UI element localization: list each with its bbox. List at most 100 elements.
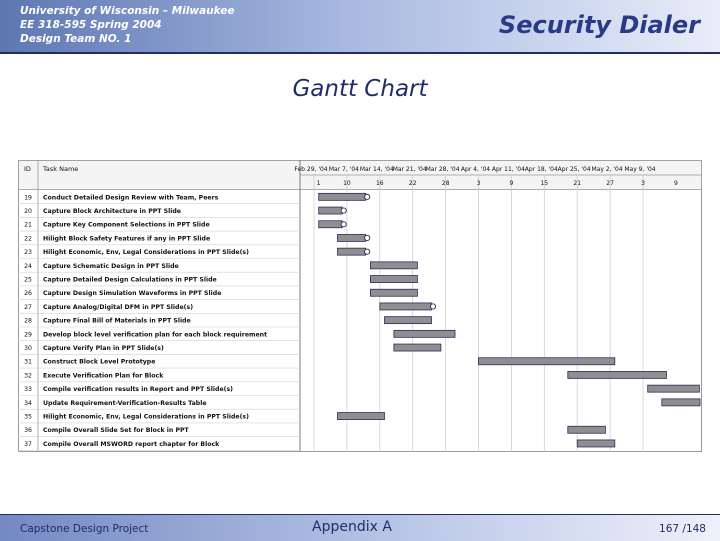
university-name: University of Wisconsin – Milwaukee xyxy=(20,5,235,17)
task-id: 20 xyxy=(24,208,32,215)
course-name: EE 318-595 Spring 2004 xyxy=(20,19,162,31)
bottom-scale-label: 22 xyxy=(409,180,417,187)
task-bar xyxy=(337,234,367,242)
task-id: 37 xyxy=(24,441,32,448)
task-id: 22 xyxy=(24,235,32,242)
task-bar xyxy=(661,398,701,407)
top-scale-label: Mar 7, '04 xyxy=(329,166,359,173)
task-progress-marker xyxy=(429,303,437,310)
task-name: Update Requirement-Verification-Results … xyxy=(43,400,207,407)
task-id: 28 xyxy=(24,318,32,325)
top-scale-label: Feb 29, '04 xyxy=(294,166,327,173)
task-id: 31 xyxy=(24,359,32,366)
bottom-scale-label: 3 xyxy=(477,180,481,187)
task-id: 33 xyxy=(24,386,32,393)
task-id: 32 xyxy=(24,372,32,379)
task-name: Capture Analog/Digital DFM in PPT Slide(… xyxy=(43,304,193,311)
bottom-scale-label: 1 xyxy=(317,180,321,187)
header-info: University of Wisconsin – Milwaukee EE 3… xyxy=(20,4,235,46)
task-progress-marker xyxy=(340,207,347,214)
task-bar xyxy=(337,247,367,256)
top-scale-label: May 9, '04 xyxy=(624,166,655,173)
project-title: Security Dialer xyxy=(498,11,700,39)
footer-project-label: Capstone Design Project xyxy=(20,523,149,535)
task-name: Capture Schematic Design in PPT Slide xyxy=(43,263,179,270)
team-name: Design Team NO. 1 xyxy=(20,33,132,45)
task-bar xyxy=(393,343,442,352)
task-progress-marker xyxy=(340,221,347,228)
task-id: 23 xyxy=(24,249,32,256)
top-scale-label: Apr 4, '04 xyxy=(461,166,490,173)
bottom-scale-label: 27 xyxy=(606,180,614,187)
task-name: Capture Design Simulation Waveforms in P… xyxy=(43,290,221,297)
task-name: Capture Verify Plan in PPT Slide(s) xyxy=(43,345,164,352)
bottom-scale-label: 15 xyxy=(540,180,548,187)
top-scale-label: May 2, '04 xyxy=(591,166,622,173)
task-name: Compile verification results in Report a… xyxy=(43,386,233,393)
top-scale-label: Mar 28, '04 xyxy=(426,166,460,173)
task-name: Capture Final Bill of Materials in PPT S… xyxy=(43,318,191,325)
bottom-scale-label: 3 xyxy=(641,180,645,187)
task-id: 25 xyxy=(24,276,32,283)
task-bar xyxy=(478,357,616,366)
task-name: Compile Overall MSWORD report chapter fo… xyxy=(43,441,220,448)
task-id: 29 xyxy=(24,331,32,338)
task-id: 34 xyxy=(24,400,32,407)
task-id: 26 xyxy=(24,290,32,297)
slide-footer: Capstone Design Project Appendix A 167 /… xyxy=(0,514,720,541)
task-id: 27 xyxy=(24,304,32,311)
task-name: Capture Detailed Design Calculations in … xyxy=(43,276,217,283)
task-bar xyxy=(384,316,432,325)
task-id: 36 xyxy=(24,427,32,434)
task-name: Hilight Economic, Env, Legal Considerati… xyxy=(43,249,249,256)
task-bar xyxy=(647,384,700,393)
task-name: Compile Overall Slide Set for Block in P… xyxy=(43,427,190,434)
task-name: Construct Block Level Prototype xyxy=(43,359,155,366)
top-scale-label: Mar 21, '04 xyxy=(393,166,427,173)
gantt-svg: ID Task Name Feb 29, '04 Mar 7, '04 Mar 14, … xyxy=(18,160,702,452)
task-id: 21 xyxy=(24,222,32,229)
task-bar xyxy=(318,220,343,229)
slide-header: University of Wisconsin – Milwaukee EE 3… xyxy=(0,0,720,54)
task-id: 24 xyxy=(24,263,32,270)
slide-title: Gantt Chart xyxy=(292,76,428,102)
bottom-scale-label: 10 xyxy=(343,180,351,187)
page-number: 167 /148 xyxy=(659,523,706,535)
task-name: Conduct Detailed Design Review with Team… xyxy=(43,194,219,201)
task-bar xyxy=(567,425,606,434)
task-progress-marker xyxy=(364,234,371,241)
task-bar xyxy=(318,206,343,215)
task-bar xyxy=(369,261,418,270)
top-scale-label: Apr 25, '04 xyxy=(558,166,591,173)
task-progress-marker xyxy=(364,248,371,255)
bottom-scale-label: 9 xyxy=(509,180,513,187)
task-name: Execute Verification Plan for Block xyxy=(43,372,164,379)
top-scale-label: Apr 18, '04 xyxy=(525,166,558,173)
task-bar xyxy=(379,302,432,311)
task-name: Develop block level verification plan fo… xyxy=(43,331,267,338)
bottom-scale-label: 21 xyxy=(573,180,581,187)
footer-appendix-label: Appendix A xyxy=(312,519,392,535)
task-bar xyxy=(393,329,456,338)
task-bar xyxy=(318,192,367,201)
task-name: Capture Block Architecture in PPT Slide xyxy=(43,208,181,215)
bottom-scale-label: 9 xyxy=(674,180,678,187)
task-id: 35 xyxy=(24,413,32,420)
column-header-id: ID xyxy=(24,165,31,173)
bottom-scale-label: 28 xyxy=(442,180,450,187)
task-bar xyxy=(369,288,418,297)
task-bar xyxy=(337,412,385,420)
task-progress-marker xyxy=(364,193,371,200)
task-bar xyxy=(369,275,418,283)
column-header-task: Task Name xyxy=(42,165,78,173)
gantt-chart: ID Task Name Feb 29, '04 Mar 7, '04 Mar 14, … xyxy=(18,160,702,452)
bottom-scale-label: 16 xyxy=(376,180,384,187)
task-name: Hilight Economic, Env, Legal Considerati… xyxy=(43,413,249,420)
chart-frame xyxy=(18,160,702,452)
task-name: Hilight Block Safety Features if any in … xyxy=(43,235,210,242)
task-bar xyxy=(576,439,616,448)
task-id: 19 xyxy=(24,194,32,201)
task-name: Capture Key Component Selections in PPT … xyxy=(43,222,210,229)
task-id: 30 xyxy=(24,345,32,352)
top-scale-label: Mar 14, '04 xyxy=(360,166,394,173)
